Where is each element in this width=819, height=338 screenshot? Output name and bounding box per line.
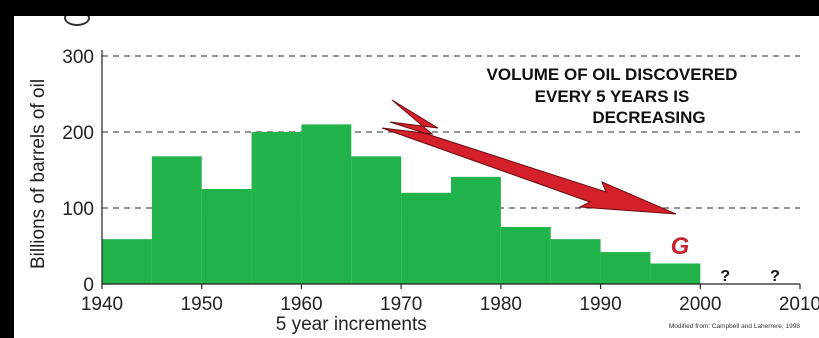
x-tick-label-1970: 1970	[380, 294, 422, 315]
marker-g-label: G	[671, 233, 690, 260]
unknown-period-mark-1: ?	[720, 268, 730, 285]
x-axis-label: 5 year increments	[276, 314, 427, 335]
x-tick-label-1990: 1990	[579, 294, 621, 315]
y-axis-label: Billions of barrels of oil	[28, 79, 49, 269]
x-tick-label-1950: 1950	[181, 294, 223, 315]
annotation-line-2: EVERY 5 YEARS IS	[535, 87, 690, 106]
bar-1960	[301, 124, 352, 285]
bar-1940	[102, 239, 152, 284]
annotation-line-1: VOLUME OF OIL DISCOVERED	[487, 65, 738, 84]
bar-1975	[451, 176, 501, 284]
unknown-period-mark-2: ?	[770, 268, 780, 285]
bar-1985	[550, 239, 601, 284]
annotation-line-3: DECREASING	[592, 108, 705, 127]
source-note: Modified from: Campbell and Laherrere, 1…	[669, 323, 801, 330]
decreasing-arrow	[381, 99, 677, 215]
oil-discovery-chart: 0 100 200 300 1940 1950 1960 1970 1980 1990 2000 20…	[28, 47, 819, 335]
bar-1965	[351, 156, 402, 284]
chart-frame: 0 100 200 300 1940 1950 1960 1970 1980 1990 2000 20…	[14, 16, 819, 338]
bar-1970	[401, 192, 451, 284]
bar-1955	[251, 132, 302, 284]
y-tick-label-200: 200	[62, 123, 94, 144]
x-tick-label-1940: 1940	[81, 294, 123, 315]
x-tick-label-1960: 1960	[280, 294, 322, 315]
bar-1950	[201, 189, 252, 284]
bar-1980	[500, 227, 551, 284]
x-tick-label-2000: 2000	[679, 294, 721, 315]
top-logo-arc	[64, 16, 90, 26]
x-tick-label-2010: 2010	[779, 294, 819, 315]
bar-1995	[650, 263, 701, 284]
y-tick-label-300: 300	[62, 47, 94, 68]
bar-1990	[600, 252, 651, 284]
bar-1945	[151, 156, 202, 284]
y-tick-label-100: 100	[62, 199, 94, 220]
x-tick-label-1980: 1980	[480, 294, 522, 315]
y-tick-label-0: 0	[83, 275, 94, 296]
